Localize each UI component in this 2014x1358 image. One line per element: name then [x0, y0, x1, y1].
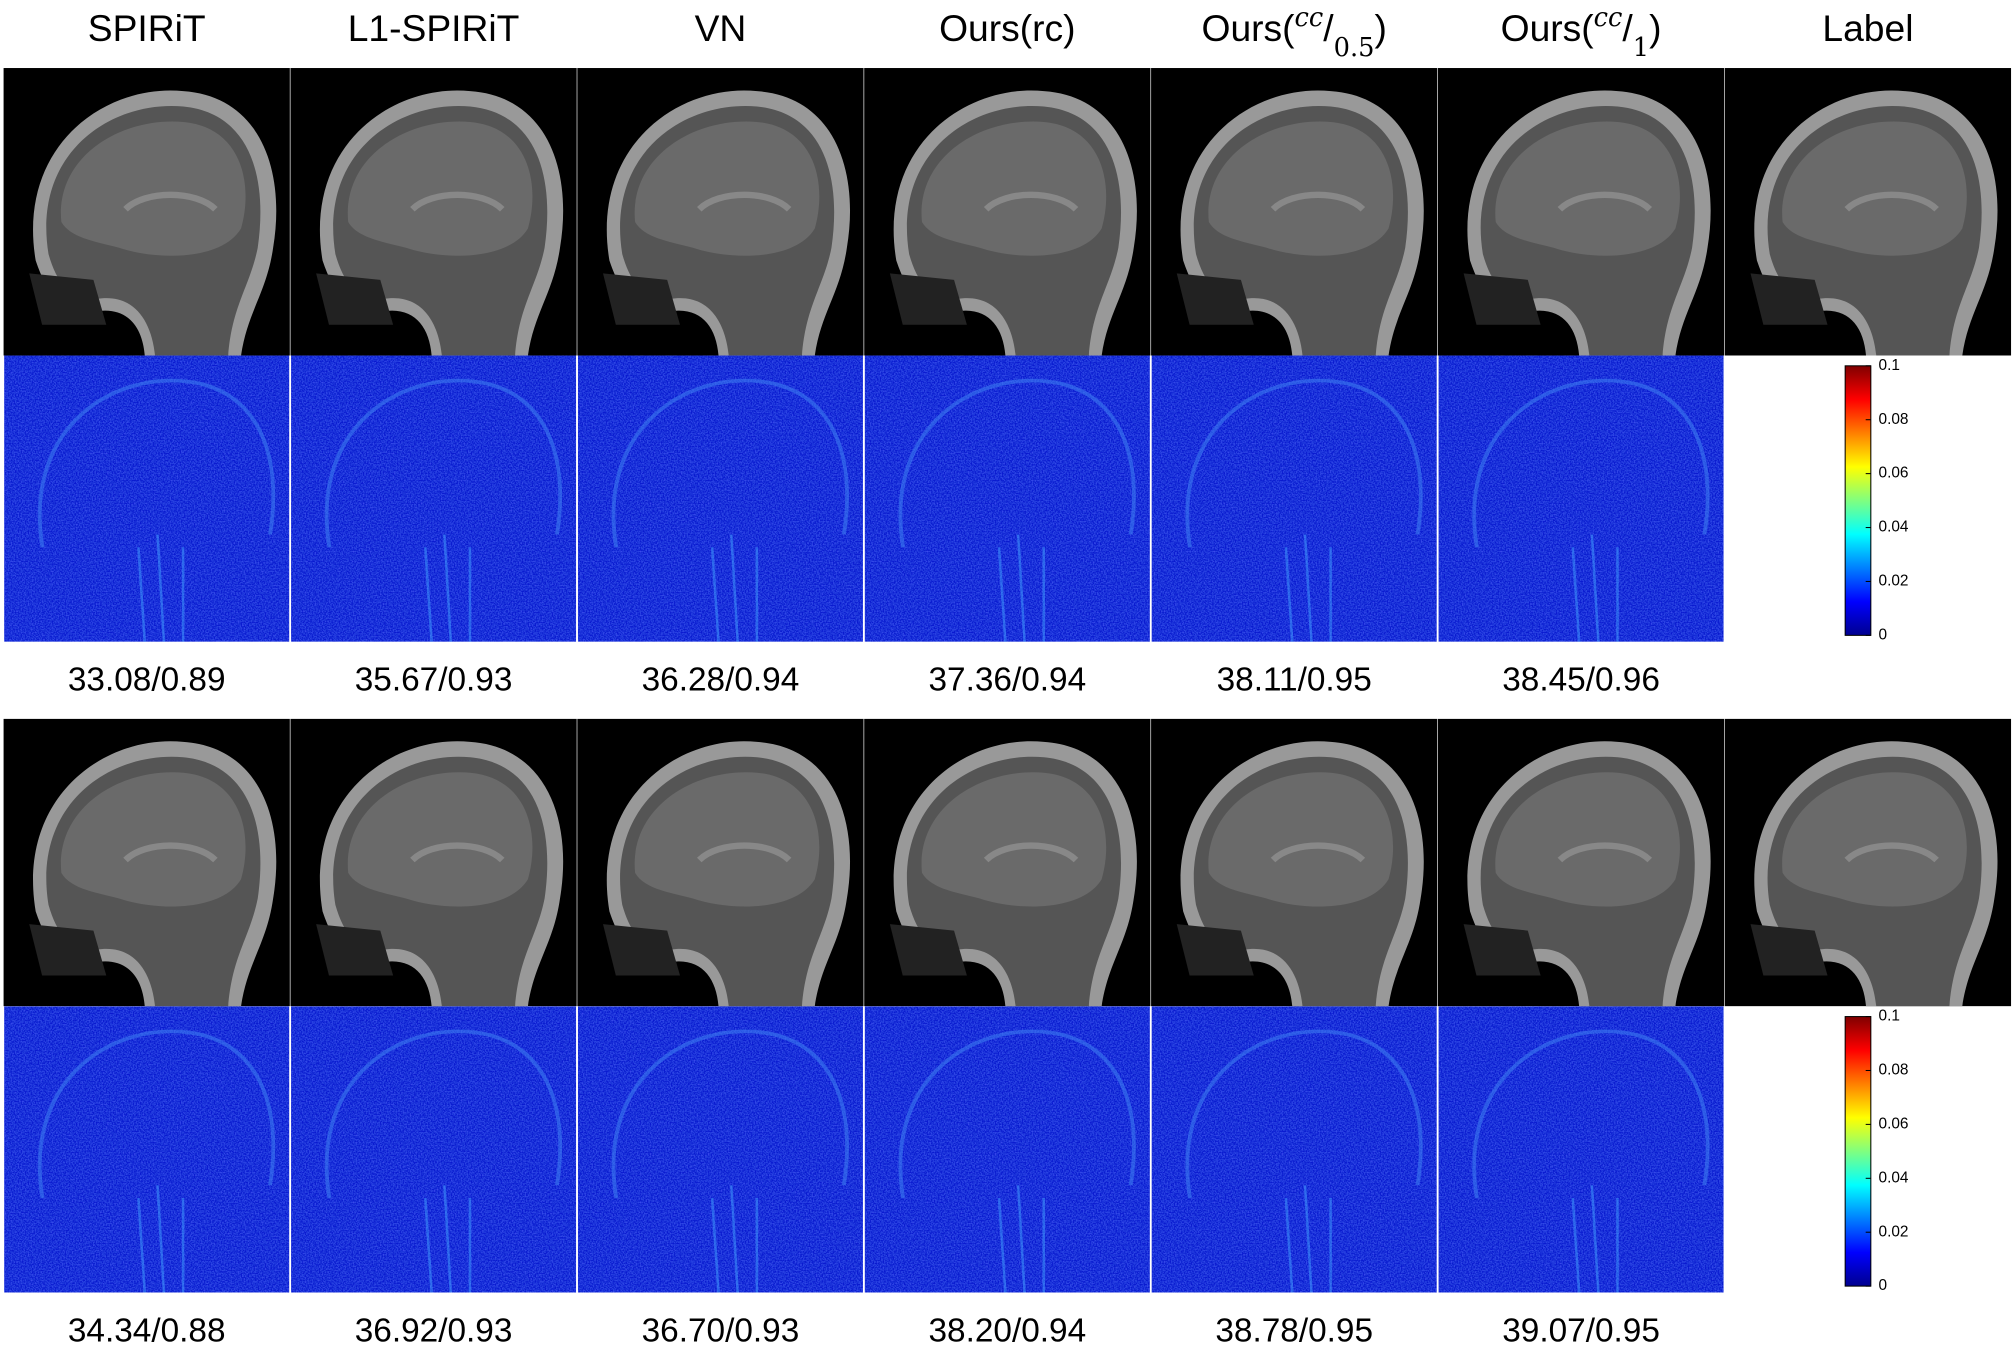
metric-label: 38.20/0.94 [928, 1312, 1086, 1349]
mri-image [290, 68, 576, 356]
header-sup: cc [1594, 3, 1623, 33]
header-sub: 0.5 [1334, 33, 1375, 63]
mri-image [1438, 68, 1724, 356]
metric-label: 36.70/0.93 [642, 1312, 800, 1349]
header-suffix: ) [1374, 7, 1386, 49]
metric-label: 38.45/0.96 [1502, 662, 1660, 699]
mri-image [577, 719, 863, 1007]
header-slash: / [1323, 7, 1334, 49]
metric-label: 39.07/0.95 [1502, 1312, 1660, 1349]
colorbar [1844, 365, 1872, 636]
colorbar-tick-label: 0.04 [1879, 1169, 1909, 1186]
colorbar-tick-label: 0.08 [1879, 411, 1909, 428]
mri-image [1438, 719, 1724, 1007]
metric-label: 38.11/0.95 [1217, 662, 1372, 699]
error-map [865, 356, 1150, 642]
header-slash: / [1622, 7, 1633, 49]
header-sub: 1 [1633, 33, 1649, 63]
header-suffix: ) [1649, 7, 1661, 49]
metric-label: 33.08/0.89 [68, 662, 226, 699]
error-map [865, 1006, 1150, 1292]
mri-image [577, 68, 863, 356]
metric-label: 35.67/0.93 [355, 662, 513, 699]
column-header: Ours(rc) [939, 7, 1075, 49]
metric-label: 37.36/0.94 [928, 662, 1086, 699]
error-map [1439, 356, 1724, 642]
colorbar-tick-label: 0.02 [1879, 573, 1909, 590]
header-sup: cc [1295, 3, 1324, 33]
column-header: VN [695, 7, 747, 49]
mri-image [1151, 68, 1437, 356]
colorbar-tick-label: 0.02 [1879, 1223, 1909, 1240]
metric-label: 38.78/0.95 [1215, 1312, 1373, 1349]
error-map [1152, 356, 1437, 642]
column-header: L1-SPIRiT [348, 7, 520, 49]
mri-image [1151, 719, 1437, 1007]
error-map [1152, 1006, 1437, 1292]
error-map [4, 356, 289, 642]
mri-image [864, 68, 1150, 356]
error-map [4, 1006, 289, 1292]
colorbar-tick-label: 0.04 [1879, 519, 1909, 536]
colorbar-tick-label: 0.1 [1879, 1008, 1900, 1025]
colorbar-tick-label: 0 [1879, 626, 1888, 643]
mri-image [864, 719, 1150, 1007]
error-map [291, 356, 576, 642]
mri-image [290, 719, 576, 1007]
colorbar [1844, 1016, 1872, 1287]
column-header: SPIRiT [88, 7, 206, 49]
header-prefix: Ours( [1202, 7, 1296, 49]
mri-image [4, 68, 290, 356]
metric-label: 34.34/0.88 [68, 1312, 226, 1349]
error-map [578, 356, 863, 642]
column-header: Label [1822, 7, 1913, 49]
colorbar-tick-label: 0.1 [1879, 357, 1900, 374]
error-map [1439, 1006, 1724, 1292]
colorbar-tick-label: 0.06 [1879, 1115, 1909, 1132]
column-header: Ours(cc/1) [1501, 3, 1662, 63]
colorbar-tick-label: 0.06 [1879, 465, 1909, 482]
mri-image [1725, 68, 2011, 356]
header-prefix: Ours( [1501, 7, 1595, 49]
error-map [578, 1006, 863, 1292]
column-header: Ours(cc/0.5) [1202, 3, 1387, 63]
metric-label: 36.28/0.94 [642, 662, 800, 699]
error-map [291, 1006, 576, 1292]
mri-image [1725, 719, 2011, 1007]
mri-image [4, 719, 290, 1007]
colorbar-tick-label: 0 [1879, 1277, 1888, 1294]
metric-label: 36.92/0.93 [355, 1312, 513, 1349]
colorbar-tick-label: 0.08 [1879, 1062, 1909, 1079]
